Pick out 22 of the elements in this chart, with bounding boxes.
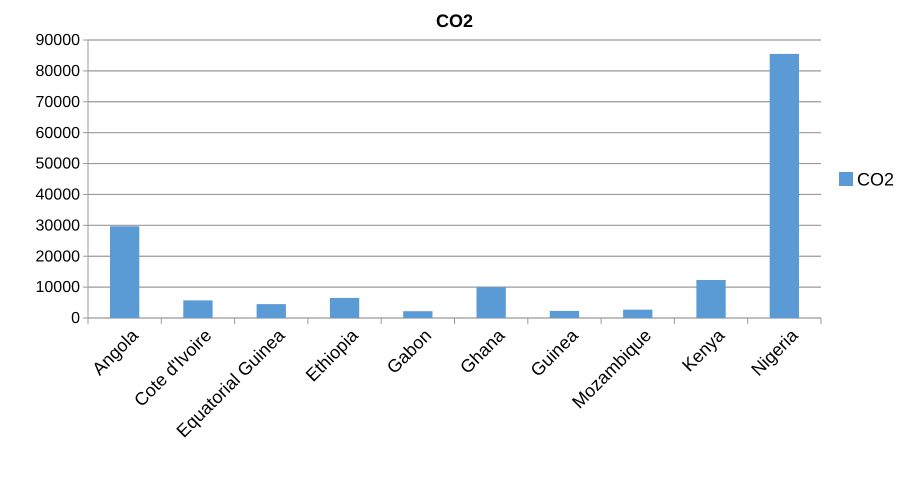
y-tick-label: 40000 <box>36 186 80 204</box>
y-tick-label: 50000 <box>36 156 80 173</box>
y-tick-label: 80000 <box>36 63 80 80</box>
bar <box>623 310 652 318</box>
bar <box>403 311 433 318</box>
bar <box>256 304 286 318</box>
y-tick-label: 0 <box>71 310 80 328</box>
y-tick-label: 10000 <box>36 279 80 296</box>
y-tick-label: 30000 <box>36 217 80 234</box>
y-tick-label: 70000 <box>36 94 80 111</box>
y-tick-label: 90000 <box>36 32 80 50</box>
y-tick-label: 20000 <box>36 248 80 266</box>
bar <box>476 287 506 318</box>
bar <box>696 280 726 318</box>
bar <box>550 310 580 318</box>
bar <box>330 298 360 318</box>
bar <box>183 300 213 318</box>
chart-title: CO2 <box>436 11 474 31</box>
bar <box>770 54 800 318</box>
y-tick-label: 60000 <box>36 124 80 142</box>
legend-label: CO2 <box>857 169 894 190</box>
bar <box>110 226 140 318</box>
